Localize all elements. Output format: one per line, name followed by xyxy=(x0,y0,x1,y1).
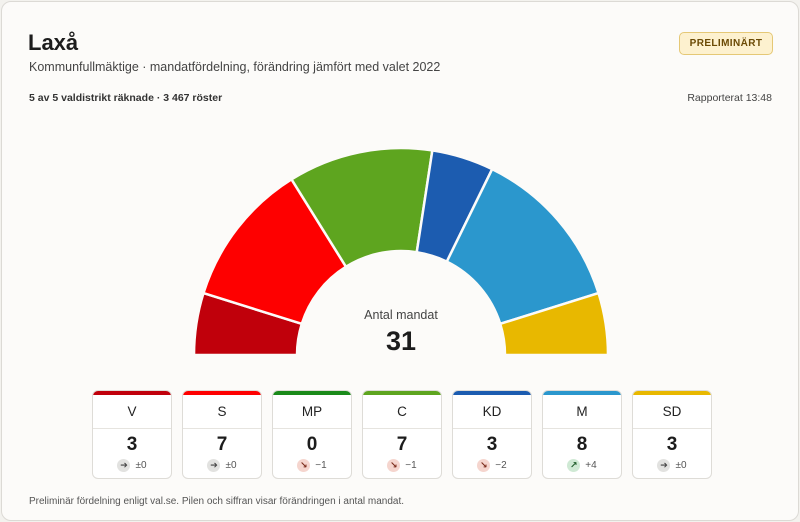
party-seats: 3 xyxy=(666,434,678,455)
party-card-kd: KD 3 ↘ −2 xyxy=(452,390,532,479)
party-abbr: C xyxy=(363,395,441,429)
party-color-bar xyxy=(273,391,351,395)
total-seats-label: Antal mandat xyxy=(364,308,438,322)
party-color-bar xyxy=(363,391,441,395)
party-change-value: ±0 xyxy=(135,459,147,471)
party-abbr: MP xyxy=(273,395,351,429)
party-abbr: SD xyxy=(633,395,711,429)
arrow-right-icon: ➔ xyxy=(657,458,671,472)
party-color-bar xyxy=(453,391,531,395)
party-change-value: ±0 xyxy=(225,459,237,471)
party-change: ➔ ±0 xyxy=(93,458,171,472)
party-change: ↘ −1 xyxy=(363,458,441,472)
arrow-up-right-icon: ↗ xyxy=(567,458,581,472)
party-change: ↘ −2 xyxy=(453,458,531,472)
party-change: ↘ −1 xyxy=(273,458,351,472)
party-card-s: S 7 ➔ ±0 xyxy=(182,390,262,479)
footnote: Preliminär fördelning enligt val.se. Pil… xyxy=(29,496,405,507)
total-seats-value: 31 xyxy=(386,326,416,356)
reported-time: Rapporterat 13:48 xyxy=(687,92,772,104)
party-color-bar xyxy=(93,391,171,395)
party-seats: 3 xyxy=(126,434,138,455)
party-seats: 7 xyxy=(396,434,408,455)
page-title: Laxå xyxy=(28,30,79,55)
status-badge: PRELIMINÄRT xyxy=(679,32,773,55)
party-seats: 8 xyxy=(576,434,588,455)
arrow-right-icon: ➔ xyxy=(207,458,221,472)
party-abbr: S xyxy=(183,395,261,429)
party-abbr: M xyxy=(543,395,621,429)
party-card-mp: MP 0 ↘ −1 xyxy=(272,390,352,479)
party-color-bar xyxy=(633,391,711,395)
party-seats: 3 xyxy=(486,434,498,455)
party-legend: V 3 ➔ ±0 S 7 ➔ ±0 MP 0 ↘ −1 C 7 ↘ −1 KD 3 ↘ −2 M 8 ↗ +4 SD 3 ➔ ±0 xyxy=(92,390,712,479)
party-change-value: −2 xyxy=(495,459,507,471)
arrow-down-right-icon: ↘ xyxy=(297,458,311,472)
party-seats: 7 xyxy=(216,434,228,455)
party-card-sd: SD 3 ➔ ±0 xyxy=(632,390,712,479)
party-card-v: V 3 ➔ ±0 xyxy=(92,390,172,479)
arrow-right-icon: ➔ xyxy=(117,458,131,472)
arrow-down-right-icon: ↘ xyxy=(477,458,491,472)
seat-arcs xyxy=(192,146,610,357)
party-change-value: −1 xyxy=(315,459,327,471)
party-abbr: V xyxy=(93,395,171,429)
party-change-value: +4 xyxy=(585,459,597,471)
party-change-value: ±0 xyxy=(675,459,687,471)
seat-chart: Antal mandat 31 xyxy=(192,146,610,357)
party-change-value: −1 xyxy=(405,459,417,471)
count-status: 5 av 5 valdistrikt räknade · 3 467 röste… xyxy=(29,92,223,104)
party-card-m: M 8 ↗ +4 xyxy=(542,390,622,479)
party-card-c: C 7 ↘ −1 xyxy=(362,390,442,479)
party-change: ➔ ±0 xyxy=(633,458,711,472)
arrow-down-right-icon: ↘ xyxy=(387,458,401,472)
party-change: ↗ +4 xyxy=(543,458,621,472)
party-color-bar xyxy=(183,391,261,395)
party-change: ➔ ±0 xyxy=(183,458,261,472)
party-abbr: KD xyxy=(453,395,531,429)
seat-arc-sd xyxy=(498,291,610,357)
page-subtitle: Kommunfullmäktige · mandatfördelning, fö… xyxy=(29,60,441,74)
party-color-bar xyxy=(543,391,621,395)
party-seats: 0 xyxy=(306,434,318,455)
